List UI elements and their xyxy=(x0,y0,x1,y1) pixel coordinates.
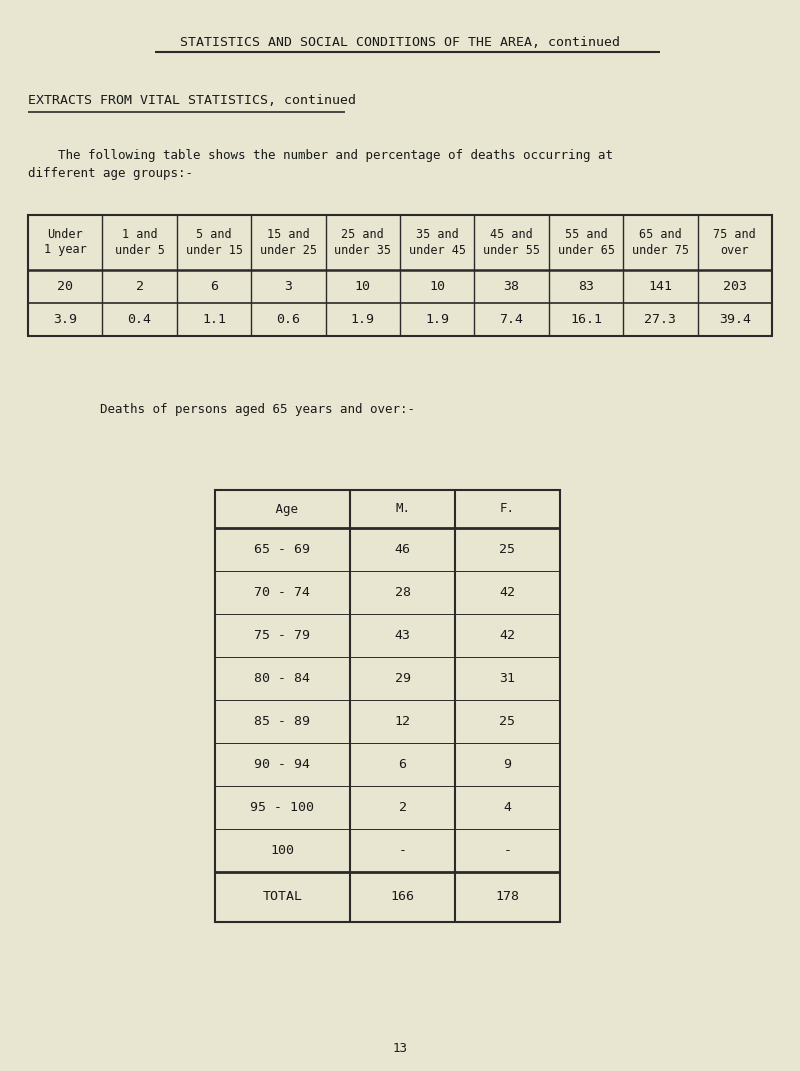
Text: 65 and
under 75: 65 and under 75 xyxy=(632,228,689,256)
Text: 80 - 84: 80 - 84 xyxy=(254,672,310,685)
Text: Age: Age xyxy=(267,502,298,515)
Text: -: - xyxy=(503,844,511,857)
Text: 166: 166 xyxy=(390,890,414,904)
Text: -: - xyxy=(398,844,406,857)
Text: TOTAL: TOTAL xyxy=(262,890,302,904)
Bar xyxy=(28,215,772,336)
Text: 3.9: 3.9 xyxy=(53,313,77,326)
Text: 4: 4 xyxy=(503,801,511,814)
Text: Deaths of persons aged 65 years and over:-: Deaths of persons aged 65 years and over… xyxy=(100,404,415,417)
Text: F.: F. xyxy=(500,502,515,515)
Text: 2: 2 xyxy=(136,280,144,293)
Text: 75 and
over: 75 and over xyxy=(714,228,756,256)
Text: 42: 42 xyxy=(499,629,515,642)
Text: The following table shows the number and percentage of deaths occurring at: The following table shows the number and… xyxy=(28,149,613,162)
Text: 0.6: 0.6 xyxy=(277,313,301,326)
Text: 31: 31 xyxy=(499,672,515,685)
Bar xyxy=(215,491,560,922)
Text: 141: 141 xyxy=(649,280,673,293)
Text: 16.1: 16.1 xyxy=(570,313,602,326)
Text: 6: 6 xyxy=(398,758,406,771)
Text: 203: 203 xyxy=(723,280,747,293)
Text: 70 - 74: 70 - 74 xyxy=(254,586,310,599)
Text: 28: 28 xyxy=(394,586,410,599)
Text: 27.3: 27.3 xyxy=(645,313,677,326)
Text: 100: 100 xyxy=(270,844,294,857)
Text: 1.1: 1.1 xyxy=(202,313,226,326)
Text: 45 and
under 55: 45 and under 55 xyxy=(483,228,540,256)
Text: 38: 38 xyxy=(504,280,520,293)
Text: Under
1 year: Under 1 year xyxy=(44,228,86,256)
Bar xyxy=(0,80,800,395)
Text: 10: 10 xyxy=(429,280,445,293)
Text: 2: 2 xyxy=(398,801,406,814)
Text: 178: 178 xyxy=(495,890,519,904)
Text: 42: 42 xyxy=(499,586,515,599)
Text: 5 and
under 15: 5 and under 15 xyxy=(186,228,242,256)
Text: 15 and
under 25: 15 and under 25 xyxy=(260,228,317,256)
Text: different age groups:-: different age groups:- xyxy=(28,166,193,180)
Text: 12: 12 xyxy=(394,715,410,728)
Text: 75 - 79: 75 - 79 xyxy=(254,629,310,642)
Text: 25 and
under 35: 25 and under 35 xyxy=(334,228,391,256)
Text: 3: 3 xyxy=(285,280,293,293)
Text: 65 - 69: 65 - 69 xyxy=(254,543,310,556)
Text: 9: 9 xyxy=(503,758,511,771)
Text: 46: 46 xyxy=(394,543,410,556)
Text: 29: 29 xyxy=(394,672,410,685)
Text: EXTRACTS FROM VITAL STATISTICS, continued: EXTRACTS FROM VITAL STATISTICS, continue… xyxy=(28,93,356,106)
Text: STATISTICS AND SOCIAL CONDITIONS OF THE AREA, continued: STATISTICS AND SOCIAL CONDITIONS OF THE … xyxy=(180,35,620,48)
Text: 1 and
under 5: 1 and under 5 xyxy=(114,228,165,256)
Text: 1.9: 1.9 xyxy=(350,313,374,326)
Text: 25: 25 xyxy=(499,715,515,728)
Text: 6: 6 xyxy=(210,280,218,293)
Text: M.: M. xyxy=(395,502,410,515)
Text: 1.9: 1.9 xyxy=(426,313,450,326)
Text: 85 - 89: 85 - 89 xyxy=(254,715,310,728)
Text: 20: 20 xyxy=(58,280,74,293)
Text: 13: 13 xyxy=(393,1041,407,1055)
Text: 0.4: 0.4 xyxy=(128,313,152,326)
Text: 90 - 94: 90 - 94 xyxy=(254,758,310,771)
Text: 43: 43 xyxy=(394,629,410,642)
Text: 25: 25 xyxy=(499,543,515,556)
Text: 35 and
under 45: 35 and under 45 xyxy=(409,228,466,256)
Text: 55 and
under 65: 55 and under 65 xyxy=(558,228,614,256)
Text: 39.4: 39.4 xyxy=(719,313,751,326)
Text: 83: 83 xyxy=(578,280,594,293)
Text: 10: 10 xyxy=(355,280,371,293)
Text: 7.4: 7.4 xyxy=(499,313,524,326)
Text: 95 - 100: 95 - 100 xyxy=(250,801,314,814)
